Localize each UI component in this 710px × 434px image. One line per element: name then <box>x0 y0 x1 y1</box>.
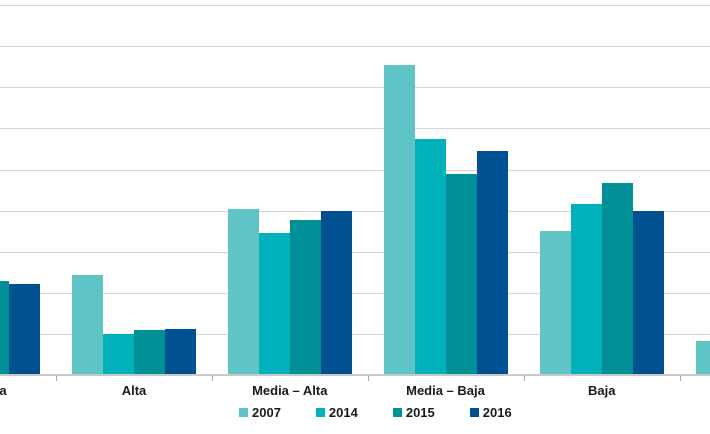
bar-2007-baja <box>539 231 571 375</box>
legend-label-2007: 2007 <box>252 405 281 420</box>
gridline <box>0 5 710 7</box>
gridline <box>0 251 710 253</box>
x-axis-label-baja: Baja <box>588 383 616 398</box>
bar-2015-alta <box>134 330 165 375</box>
axis-tick <box>523 376 525 381</box>
bar-2015-media-baja <box>445 173 477 375</box>
legend-swatch-2016 <box>469 408 479 417</box>
bar-2014-baja <box>570 204 602 375</box>
axis-tick <box>56 376 57 381</box>
legend-swatch-2007 <box>239 408 248 417</box>
gridline <box>0 169 710 171</box>
bar-2007-media-alta <box>227 209 259 375</box>
legend-swatch-2015 <box>392 408 402 417</box>
bar-2016-alta <box>165 328 196 375</box>
gridline <box>0 128 710 130</box>
legend: 2007 2014 2015 2016 <box>239 405 512 420</box>
axis-tick <box>680 376 681 381</box>
bar-2016-cropped-left <box>9 284 40 375</box>
legend-item-2014: 2014 <box>315 405 358 420</box>
bar-2014-alta <box>103 333 134 375</box>
bar-2016-baja <box>632 211 664 375</box>
x-axis-line <box>0 374 710 376</box>
bar-2016-media-alta <box>320 210 352 375</box>
x-axis-label-alta: Alta <box>121 383 147 398</box>
legend-label-2014: 2014 <box>328 405 358 420</box>
bar-2007-alta <box>72 275 103 375</box>
gridline <box>0 292 710 294</box>
gridline <box>0 87 710 89</box>
x-axis-label-media-baja: Media – Baja <box>406 383 485 398</box>
bar-2007-media-baja <box>383 64 415 375</box>
x-axis-label-media-alta: Media – Alta <box>252 383 328 398</box>
legend-label-2016: 2016 <box>482 405 512 420</box>
bar-2014-media-baja <box>414 138 446 375</box>
bar-2015-media-alta <box>289 220 321 375</box>
axis-tick <box>367 376 369 381</box>
legend-item-2016: 2016 <box>469 405 512 420</box>
bar-2014-media-alta <box>258 233 290 375</box>
gridline <box>0 210 710 212</box>
x-axis-label-cropped-left: a <box>0 383 7 398</box>
legend-swatch-2014 <box>315 408 325 417</box>
legend-item-2007: 2007 <box>239 405 281 420</box>
gridline <box>0 46 710 48</box>
bar-2015-baja <box>601 182 633 375</box>
bar-2007-cropped-right <box>696 340 710 375</box>
bar-2015-cropped-left <box>0 281 9 375</box>
legend-item-2015: 2015 <box>392 405 435 420</box>
gridline <box>0 333 710 335</box>
bar-2016-media-baja <box>476 151 508 375</box>
axis-tick <box>212 376 213 381</box>
legend-label-2015: 2015 <box>405 405 435 420</box>
